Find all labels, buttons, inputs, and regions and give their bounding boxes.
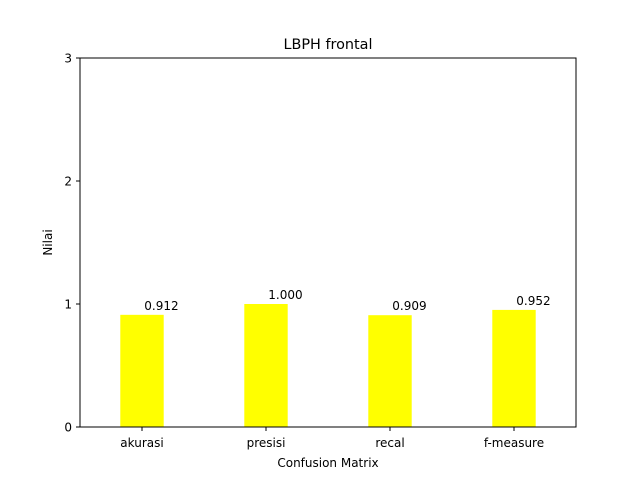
y-tick-label: 1: [64, 298, 72, 312]
plot-frame: [79, 57, 577, 428]
y-axis-label: Nilai: [41, 229, 55, 255]
bar-f-measure: [492, 309, 536, 427]
data-label: 0.909: [392, 299, 426, 313]
x-tick-label: f-measure: [484, 436, 544, 450]
x-tick-label: presisi: [247, 436, 286, 450]
y-tick-label: 2: [64, 175, 72, 189]
data-labels: 0.912 1.000 0.909 0.952: [144, 288, 550, 313]
y-tick-label: 0: [64, 421, 72, 435]
data-label: 0.952: [516, 294, 550, 308]
y-tick-label: 3: [64, 52, 72, 66]
chart-title: LBPH frontal: [283, 37, 372, 53]
y-tick-labels: 0 1 2 3: [64, 52, 80, 435]
x-tick-label: recal: [375, 436, 404, 450]
data-label: 0.912: [144, 299, 178, 313]
x-axis-label: Confusion Matrix: [277, 456, 378, 470]
bars-group: [120, 304, 536, 427]
bar-presisi: [244, 304, 288, 427]
bar-akurasi: [120, 314, 164, 427]
x-tick-label: akurasi: [120, 436, 163, 450]
bar-recal: [368, 315, 412, 427]
x-tick-labels: akurasi presisi recal f-measure: [120, 427, 544, 450]
data-label: 1.000: [268, 288, 302, 302]
